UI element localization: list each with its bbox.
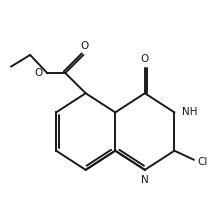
Text: N: N: [141, 174, 149, 184]
Text: O: O: [80, 41, 89, 51]
Text: NH: NH: [182, 107, 197, 117]
Text: Cl: Cl: [197, 156, 208, 167]
Text: O: O: [34, 68, 42, 78]
Text: O: O: [141, 54, 149, 64]
